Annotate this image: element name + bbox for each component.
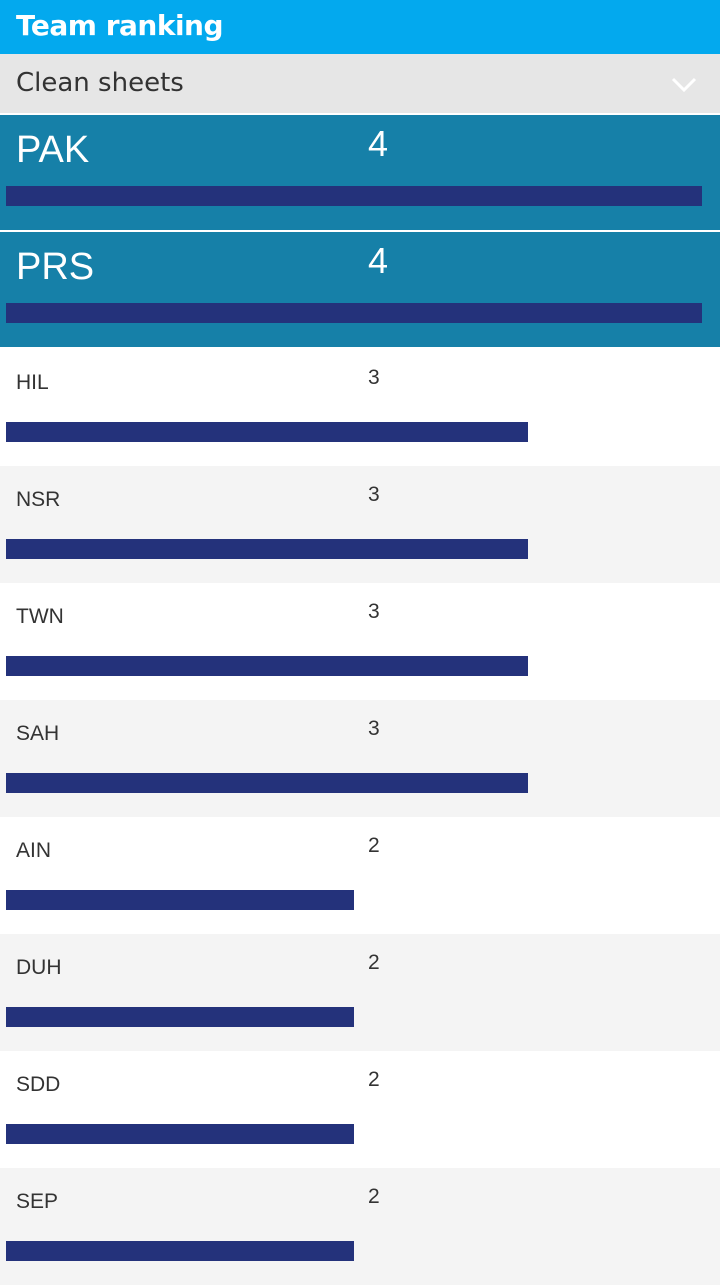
ranking-row[interactable]: PAK 4 (0, 115, 720, 230)
chevron-down-icon (671, 77, 697, 93)
ranking-bar (6, 890, 354, 910)
ranking-row[interactable]: SAH 3 (0, 700, 720, 817)
clean-sheets-value: 2 (368, 951, 380, 974)
ranking-bar (6, 1124, 354, 1144)
ranking-bar (6, 539, 528, 559)
team-name: SDD (16, 1073, 61, 1096)
team-name: SEP (16, 1190, 59, 1213)
ranking-row[interactable]: PRS 4 (0, 232, 720, 347)
ranking-row[interactable]: HIL 3 (0, 349, 720, 466)
clean-sheets-value: 3 (368, 717, 380, 740)
ranking-bar (6, 303, 702, 323)
ranking-bar (6, 773, 528, 793)
ranking-bar (6, 422, 528, 442)
team-name: TWN (16, 605, 64, 628)
team-name: PRS (16, 246, 95, 288)
team-name: HIL (16, 371, 49, 394)
clean-sheets-value: 2 (368, 834, 380, 857)
app-header: Team ranking (0, 0, 720, 54)
team-name: SAH (16, 722, 60, 745)
ranking-row[interactable]: AIN 2 (0, 817, 720, 934)
team-name: DUH (16, 956, 62, 979)
clean-sheets-value: 3 (368, 483, 380, 506)
ranking-row[interactable]: DUH 2 (0, 934, 720, 1051)
ranking-bar (6, 1241, 354, 1261)
team-name: NSR (16, 488, 61, 511)
ranking-bar (6, 656, 528, 676)
stat-selector-label: Clean sheets (16, 68, 184, 98)
ranking-row[interactable]: SDD 2 (0, 1051, 720, 1168)
team-name: PAK (16, 129, 90, 171)
clean-sheets-value: 3 (368, 366, 380, 389)
clean-sheets-value: 3 (368, 600, 380, 623)
ranking-bar (6, 186, 702, 206)
ranking-row[interactable]: SEP 2 (0, 1168, 720, 1285)
clean-sheets-value: 4 (368, 123, 389, 164)
stat-selector-dropdown[interactable]: Clean sheets (0, 54, 720, 113)
team-name: AIN (16, 839, 52, 862)
ranking-bar (6, 1007, 354, 1027)
clean-sheets-value: 2 (368, 1185, 380, 1208)
clean-sheets-value: 4 (368, 240, 389, 281)
ranking-row[interactable]: TWN 3 (0, 583, 720, 700)
page-title: Team ranking (16, 9, 224, 42)
clean-sheets-value: 2 (368, 1068, 380, 1091)
ranking-row[interactable]: NSR 3 (0, 466, 720, 583)
